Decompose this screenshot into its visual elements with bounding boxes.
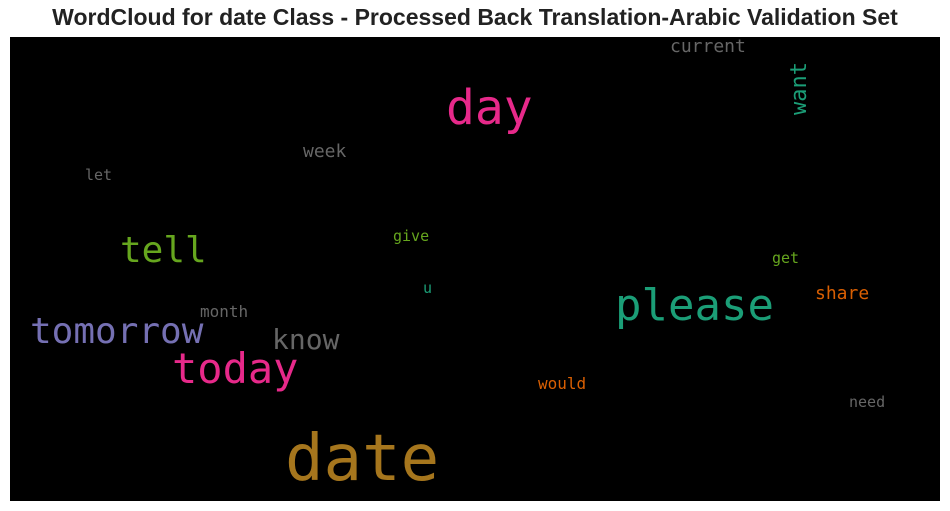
word-get: get xyxy=(772,249,800,267)
word-cloud-canvas: date day please today tomorrow tell know… xyxy=(10,37,940,501)
word-give: give xyxy=(393,227,430,245)
word-need: need xyxy=(849,393,886,411)
word-please: please xyxy=(615,280,774,331)
word-tomorrow: tomorrow xyxy=(30,311,204,352)
word-know: know xyxy=(272,323,340,356)
word-u: u xyxy=(423,279,433,297)
word-let: let xyxy=(85,166,113,184)
word-want: want xyxy=(787,62,812,115)
word-share: share xyxy=(815,283,870,304)
word-date: date xyxy=(285,422,440,496)
word-today: today xyxy=(172,344,299,393)
word-day: day xyxy=(446,80,533,136)
word-tell: tell xyxy=(120,230,207,271)
word-current: current xyxy=(670,37,746,57)
chart-title: WordCloud for date Class - Processed Bac… xyxy=(52,4,898,30)
word-would: would xyxy=(538,374,587,393)
word-month: month xyxy=(200,302,249,321)
word-week: week xyxy=(303,141,347,162)
